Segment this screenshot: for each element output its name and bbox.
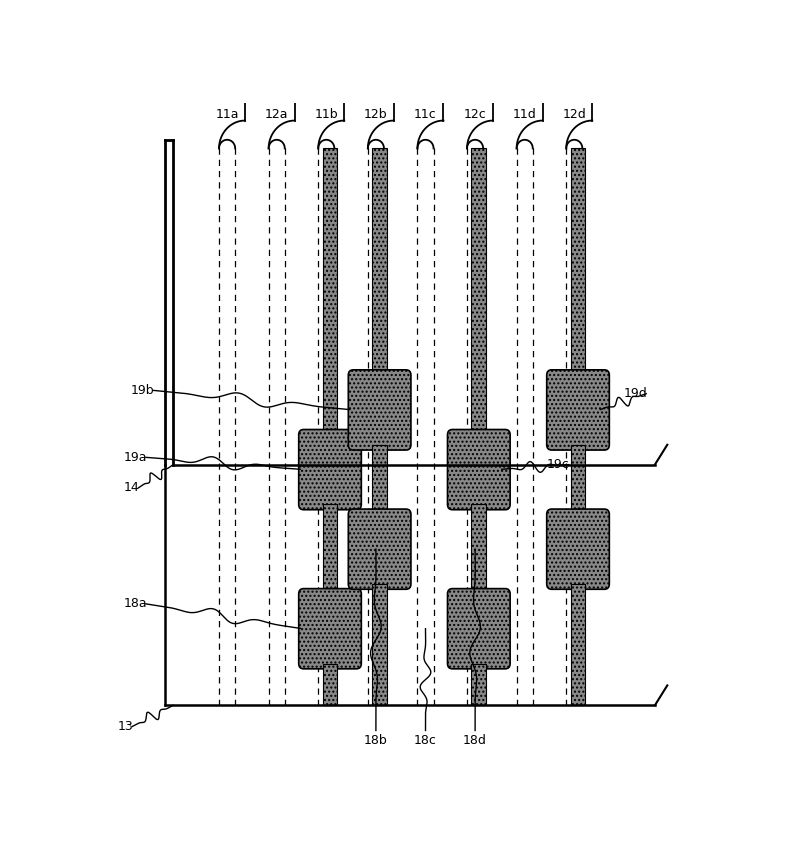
FancyBboxPatch shape xyxy=(471,505,486,594)
Text: 14: 14 xyxy=(123,481,139,494)
FancyBboxPatch shape xyxy=(322,505,338,594)
Text: 12b: 12b xyxy=(364,108,388,121)
Text: 11b: 11b xyxy=(314,108,338,121)
FancyBboxPatch shape xyxy=(471,148,486,435)
FancyBboxPatch shape xyxy=(372,584,387,705)
Text: 12c: 12c xyxy=(464,108,486,121)
Text: 12a: 12a xyxy=(265,108,289,121)
Text: 19d: 19d xyxy=(624,387,648,400)
Text: 19a: 19a xyxy=(123,451,147,464)
FancyBboxPatch shape xyxy=(546,509,610,589)
Text: 11d: 11d xyxy=(513,108,537,121)
FancyBboxPatch shape xyxy=(570,148,586,375)
FancyBboxPatch shape xyxy=(447,430,510,510)
FancyBboxPatch shape xyxy=(471,664,486,705)
Text: 12d: 12d xyxy=(562,108,586,121)
Text: 19b: 19b xyxy=(131,384,154,397)
FancyBboxPatch shape xyxy=(447,589,510,669)
FancyBboxPatch shape xyxy=(322,148,338,435)
Text: 11a: 11a xyxy=(215,108,239,121)
Text: 18c: 18c xyxy=(414,734,437,746)
FancyBboxPatch shape xyxy=(372,148,387,375)
Text: 19c: 19c xyxy=(546,458,569,471)
FancyBboxPatch shape xyxy=(298,589,362,669)
Text: 18d: 18d xyxy=(463,734,487,746)
FancyBboxPatch shape xyxy=(546,370,610,450)
FancyBboxPatch shape xyxy=(372,445,387,514)
Text: 18a: 18a xyxy=(123,598,147,610)
FancyBboxPatch shape xyxy=(322,664,338,705)
Text: 11c: 11c xyxy=(414,108,437,121)
Text: 18b: 18b xyxy=(364,734,388,746)
Text: 13: 13 xyxy=(118,720,133,733)
FancyBboxPatch shape xyxy=(570,445,586,514)
FancyBboxPatch shape xyxy=(570,584,586,705)
FancyBboxPatch shape xyxy=(348,509,411,589)
FancyBboxPatch shape xyxy=(298,430,362,510)
FancyBboxPatch shape xyxy=(348,370,411,450)
